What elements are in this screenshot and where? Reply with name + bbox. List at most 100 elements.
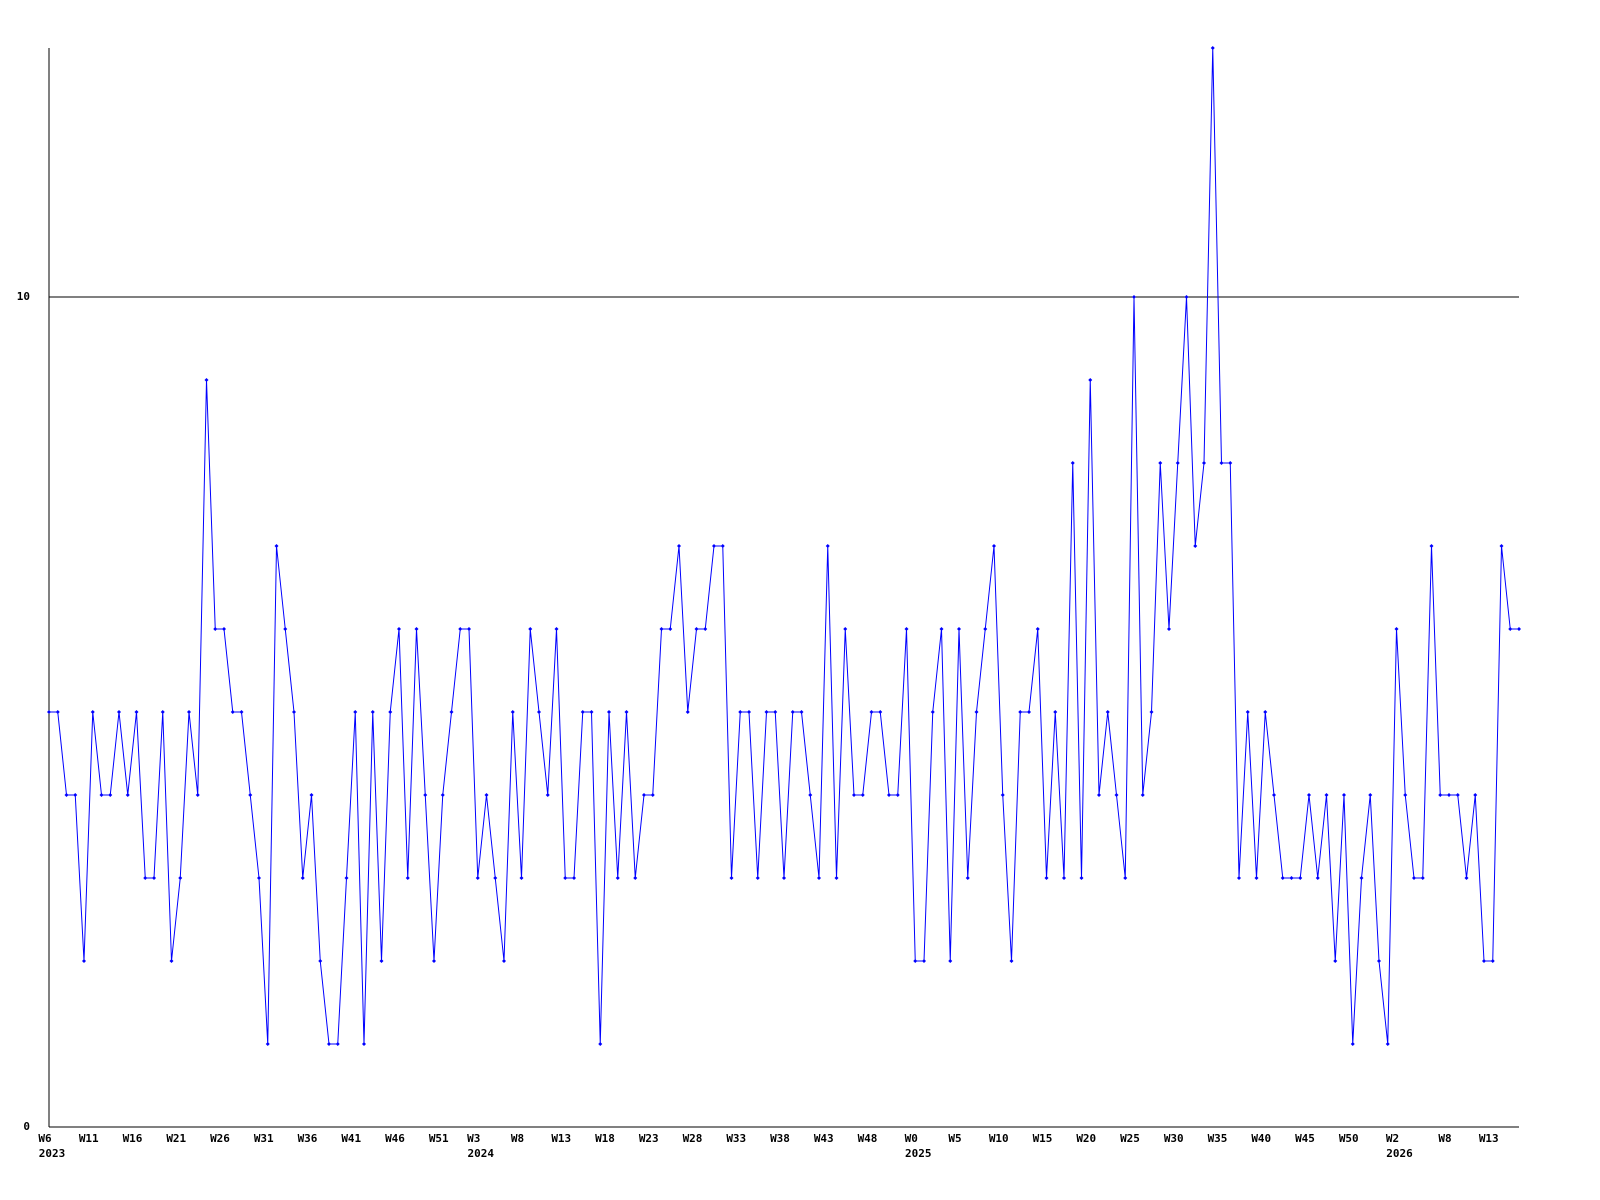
data-point <box>388 710 393 714</box>
data-point <box>1455 793 1460 797</box>
data-point <box>82 959 86 963</box>
data-point <box>642 793 646 797</box>
x-tick-label: W13 <box>551 1132 571 1145</box>
data-point <box>913 959 918 963</box>
data-point <box>169 959 174 963</box>
data-point <box>1070 461 1075 465</box>
data-point <box>957 627 961 631</box>
x-tick-label: W2 <box>1386 1132 1399 1145</box>
x-tick-label: W8 <box>511 1132 524 1145</box>
data-point <box>712 544 716 548</box>
data-point <box>747 710 751 714</box>
data-point <box>379 959 384 963</box>
data-point <box>1105 710 1110 714</box>
data-point <box>825 544 830 548</box>
data-point <box>799 710 804 714</box>
data-point <box>1307 793 1311 797</box>
x-tick-label: W33 <box>726 1132 746 1145</box>
y-tick-label: 0 <box>23 1120 30 1133</box>
data-point <box>1298 876 1303 880</box>
data-point <box>615 876 620 880</box>
data-point <box>1333 959 1338 963</box>
data-point <box>1245 710 1250 714</box>
data-point <box>1088 378 1093 382</box>
data-point <box>475 876 480 880</box>
data-point <box>204 378 209 382</box>
data-point <box>47 710 51 714</box>
data-point <box>572 876 576 880</box>
data-point <box>904 627 909 631</box>
data-point <box>764 710 769 714</box>
data-point <box>440 793 445 797</box>
data-point <box>292 710 296 714</box>
data-point <box>502 959 506 963</box>
data-point <box>1447 793 1451 797</box>
data-point <box>1420 876 1425 880</box>
data-point <box>1193 544 1198 548</box>
data-point <box>922 959 926 963</box>
data-point <box>1394 627 1399 631</box>
data-point <box>1044 876 1049 880</box>
data-point <box>152 876 156 880</box>
x-tick-label: W38 <box>770 1132 790 1145</box>
data-point <box>1228 461 1233 465</box>
data-point <box>773 710 778 714</box>
data-point <box>64 793 69 797</box>
data-point <box>1342 793 1346 797</box>
data-point <box>720 544 725 548</box>
data-point <box>738 710 743 714</box>
data-point <box>143 876 148 880</box>
x-tick-label: W48 <box>858 1132 878 1145</box>
x-tick-label: W45 <box>1295 1132 1315 1145</box>
data-point <box>895 793 900 797</box>
data-point <box>309 793 314 797</box>
x-tick-label: W50 <box>1339 1132 1359 1145</box>
data-point <box>370 710 375 714</box>
x-tick-label: W11 <box>79 1132 99 1145</box>
data-point <box>869 710 874 714</box>
data-point <box>537 710 541 714</box>
data-point <box>607 710 611 714</box>
data-point <box>73 793 78 797</box>
x-tick-label: W26 <box>210 1132 230 1145</box>
data-point <box>1175 461 1180 465</box>
data-line <box>49 47 1519 1045</box>
x-tick-label: W20 <box>1076 1132 1096 1145</box>
data-point <box>187 710 191 714</box>
data-point <box>1035 627 1040 631</box>
data-point <box>624 710 629 714</box>
data-point <box>1053 710 1058 714</box>
data-point <box>335 1042 340 1046</box>
data-point <box>1167 627 1171 631</box>
data-point <box>125 793 130 797</box>
data-point <box>1499 544 1504 548</box>
data-point <box>1368 793 1373 797</box>
x-year-label: 2024 <box>468 1147 495 1160</box>
x-year-label: 2026 <box>1386 1147 1413 1160</box>
data-point <box>55 710 60 714</box>
x-tick-label: W18 <box>595 1132 615 1145</box>
data-point <box>1289 876 1294 880</box>
data-point <box>1123 876 1128 880</box>
data-point <box>423 793 428 797</box>
x-tick-label: W6 <box>38 1132 52 1145</box>
x-tick-label: W46 <box>385 1132 405 1145</box>
data-point <box>1009 959 1014 963</box>
data-point <box>195 793 200 797</box>
data-point <box>703 627 708 631</box>
data-point <box>1132 295 1136 299</box>
x-tick-label: W28 <box>683 1132 703 1145</box>
data-point <box>974 710 979 714</box>
data-point <box>283 627 288 631</box>
data-point <box>90 710 95 714</box>
data-point <box>878 710 883 714</box>
data-point <box>1359 876 1364 880</box>
data-point <box>300 876 305 880</box>
x-tick-label: W21 <box>166 1132 186 1145</box>
data-point <box>117 710 121 714</box>
data-point <box>1027 710 1031 714</box>
data-point <box>685 710 690 714</box>
data-point <box>983 627 988 631</box>
data-point <box>1097 793 1101 797</box>
data-point <box>1149 710 1154 714</box>
